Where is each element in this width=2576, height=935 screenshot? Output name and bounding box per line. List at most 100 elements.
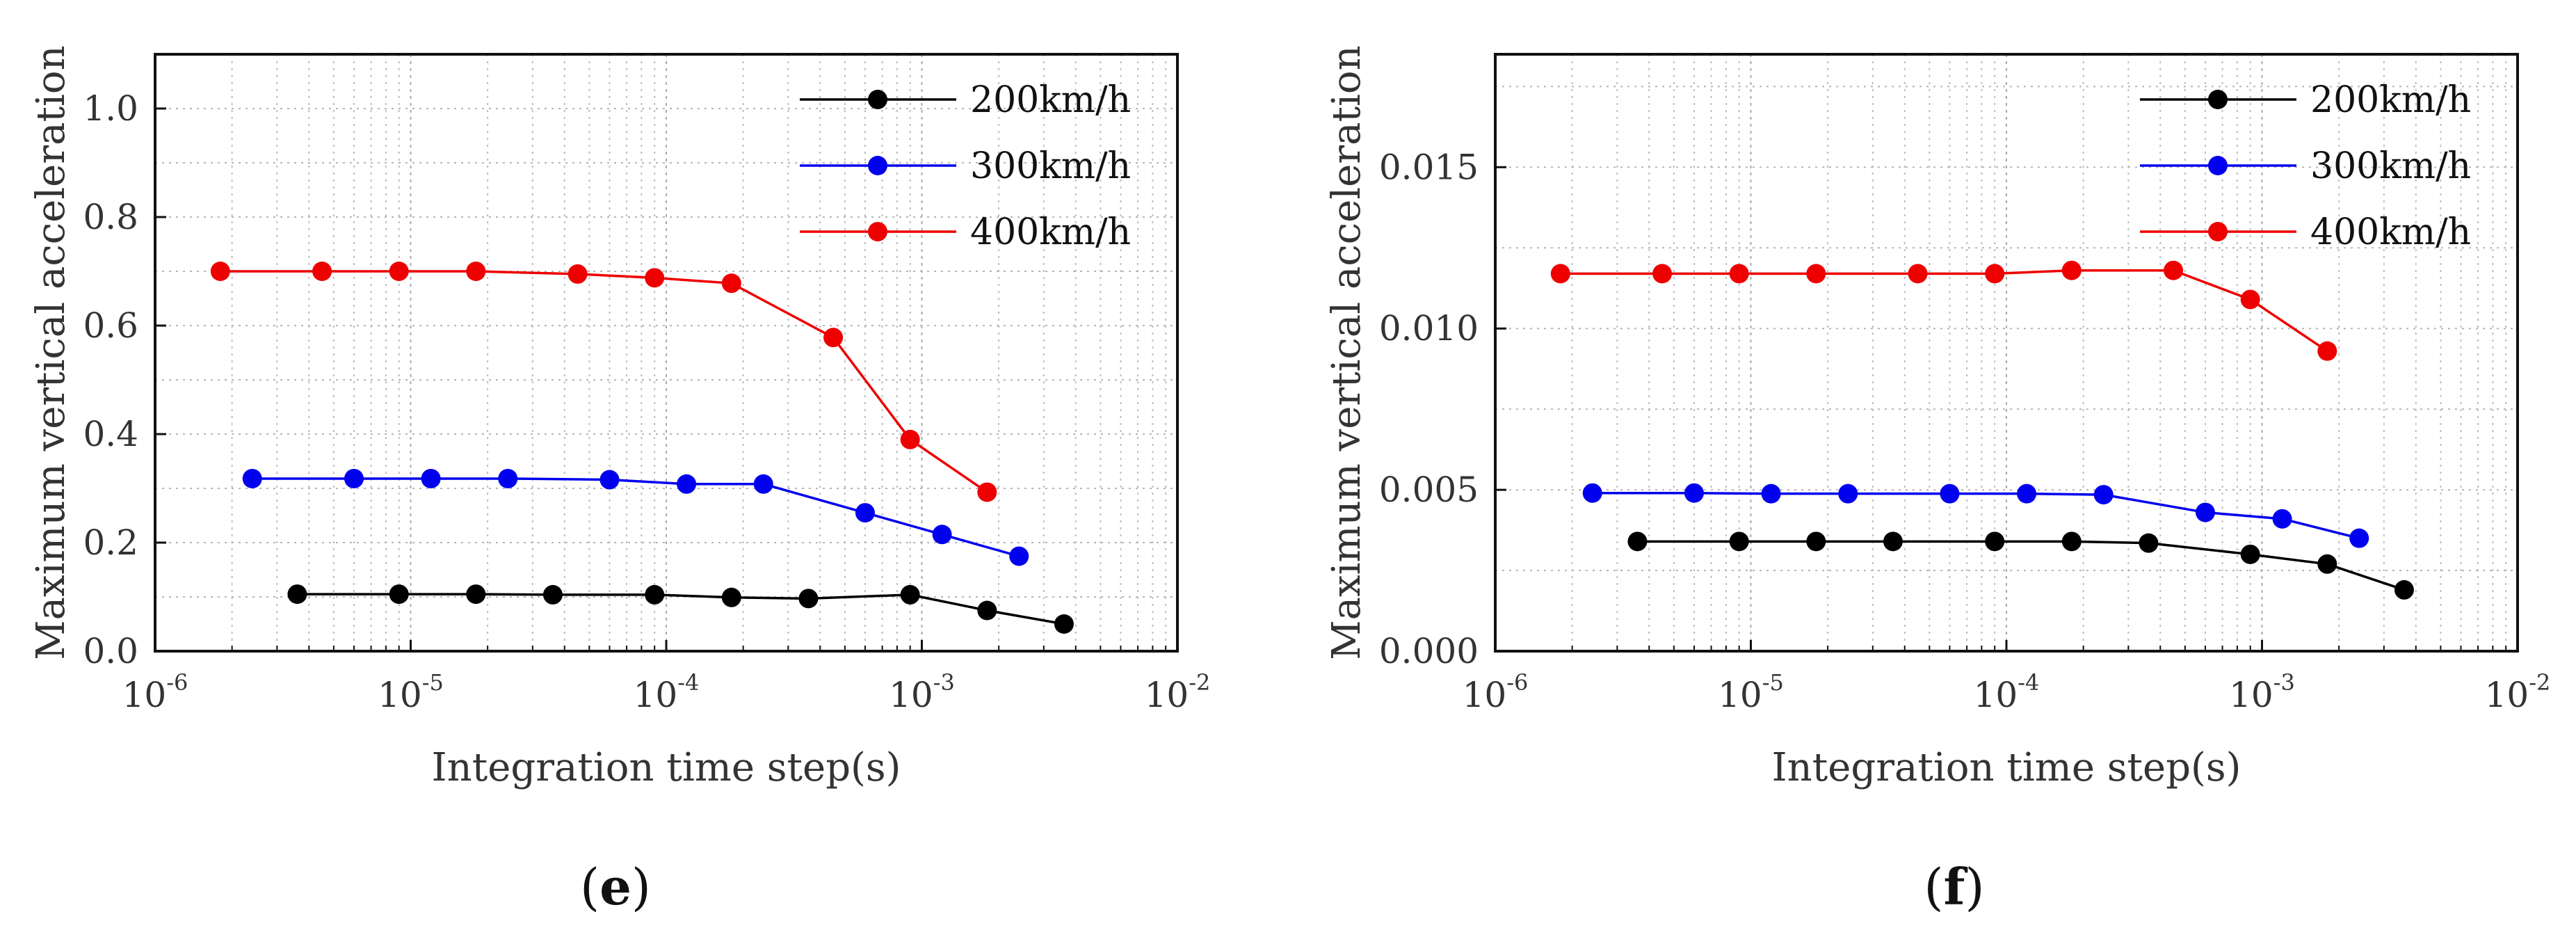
chart-e-x-axis-label: Integration time step(s): [432, 745, 901, 790]
x-tick-base: 10: [889, 675, 933, 715]
data-point: [2317, 341, 2337, 361]
data-point: [1550, 264, 1570, 284]
x-tick-label: 10-5: [378, 669, 444, 715]
series-400km/h: [1550, 260, 2337, 361]
series-line: [1560, 269, 2328, 353]
data-point: [2139, 533, 2159, 553]
data-point: [900, 584, 920, 605]
x-tick-exponent: -2: [2529, 669, 2550, 696]
chart-f-legend: 200km/h 300km/h 400km/h: [2140, 79, 2471, 253]
data-point: [977, 600, 997, 621]
chart-f-plot-frame: [1494, 53, 2519, 653]
data-point: [1908, 264, 1928, 284]
chart-e-ticks: 10-6 10-5 10-4 10-3 10-20.00.20.40.60.81.0: [83, 88, 1210, 715]
data-point: [242, 468, 262, 488]
data-point: [1582, 483, 1602, 503]
data-point: [721, 273, 741, 294]
data-point: [2061, 260, 2082, 280]
x-tick-label: 10-4: [1974, 669, 2040, 715]
x-tick-label: 10-2: [1145, 669, 1211, 715]
x-tick-exponent: -6: [166, 669, 188, 696]
series-line: [252, 477, 1020, 558]
y-tick-label: 0.4: [83, 414, 138, 454]
data-point: [2349, 528, 2369, 548]
x-tick-label: 10-6: [122, 669, 188, 715]
data-point: [1883, 532, 1903, 552]
legend-marker: [2208, 222, 2228, 241]
y-tick-label: 0.2: [83, 522, 138, 563]
data-point: [2164, 260, 2184, 280]
data-point: [2317, 554, 2337, 574]
chart-e-series: [210, 262, 1074, 634]
data-point: [1652, 264, 1673, 284]
legend-entry: 400km/h: [800, 211, 1131, 253]
x-tick-base: 10: [1463, 675, 1507, 715]
data-point: [798, 589, 819, 609]
y-tick-label: 0.005: [1379, 470, 1479, 510]
x-tick-exponent: -3: [2273, 669, 2295, 696]
series-200km/h: [287, 584, 1074, 634]
x-tick-label: 10-6: [1463, 669, 1529, 715]
data-point: [1806, 264, 1826, 284]
data-point: [1985, 264, 2005, 284]
y-tick-label: 0.000: [1379, 631, 1479, 671]
y-tick-label: 0.6: [83, 305, 138, 346]
y-tick-label: 0.015: [1379, 147, 1479, 187]
series-300km/h: [1582, 483, 2369, 548]
x-tick-exponent: -4: [677, 669, 699, 696]
x-tick-base: 10: [1145, 675, 1189, 715]
data-point: [542, 584, 563, 605]
legend-label: 300km/h: [970, 145, 1131, 187]
legend-entry: 300km/h: [2140, 145, 2471, 187]
data-point: [645, 584, 665, 605]
chart-f-panel-label: (f): [1924, 857, 1984, 916]
data-point: [2240, 544, 2260, 564]
series-400km/h: [210, 262, 997, 502]
data-point: [1627, 532, 1648, 552]
legend-marker: [868, 90, 887, 109]
x-tick-base: 10: [2485, 675, 2529, 715]
x-tick-exponent: -6: [1506, 669, 1528, 696]
legend-label: 200km/h: [2310, 79, 2471, 121]
data-point: [2195, 502, 2215, 522]
data-point: [1684, 483, 1704, 503]
data-point: [677, 474, 697, 494]
x-tick-exponent: -5: [422, 669, 444, 696]
x-tick-label: 10-5: [1718, 669, 1784, 715]
legend-marker: [2208, 90, 2228, 109]
x-tick-label: 10-4: [634, 669, 700, 715]
legend-label: 400km/h: [970, 211, 1131, 253]
data-point: [1054, 614, 1074, 634]
data-point: [210, 262, 230, 281]
data-point: [1009, 546, 1029, 566]
data-point: [1761, 484, 1781, 504]
chart-panel-f: 10-6 10-5 10-4 10-3 10-20.0000.0050.0100.015…: [1324, 45, 2550, 916]
data-point: [421, 468, 441, 488]
data-point: [312, 262, 332, 281]
data-point: [932, 525, 952, 545]
data-point: [2017, 484, 2037, 504]
data-point: [466, 584, 486, 605]
data-point: [599, 470, 620, 490]
chart-f-y-axis-label: Maximum vertical acceleration: [1324, 45, 1369, 660]
data-point: [498, 468, 518, 488]
chart-panel-e: 10-6 10-5 10-4 10-3 10-20.00.20.40.60.81.0 2…: [29, 45, 1210, 916]
series-line: [1592, 491, 2360, 540]
data-point: [1985, 532, 2005, 552]
x-tick-base: 10: [2229, 675, 2273, 715]
data-point: [2061, 532, 2082, 552]
data-point: [389, 262, 409, 281]
legend-entry: 200km/h: [2140, 79, 2471, 121]
data-point: [823, 328, 844, 348]
legend-entry: 300km/h: [800, 145, 1131, 187]
series-line: [297, 593, 1065, 625]
data-point: [855, 503, 875, 523]
y-tick-label: 0.010: [1379, 308, 1479, 349]
legend-entry: 200km/h: [800, 79, 1131, 121]
x-tick-base: 10: [1974, 675, 2018, 715]
data-point: [2272, 509, 2292, 529]
x-tick-base: 10: [634, 675, 678, 715]
x-tick-exponent: -4: [2018, 669, 2039, 696]
